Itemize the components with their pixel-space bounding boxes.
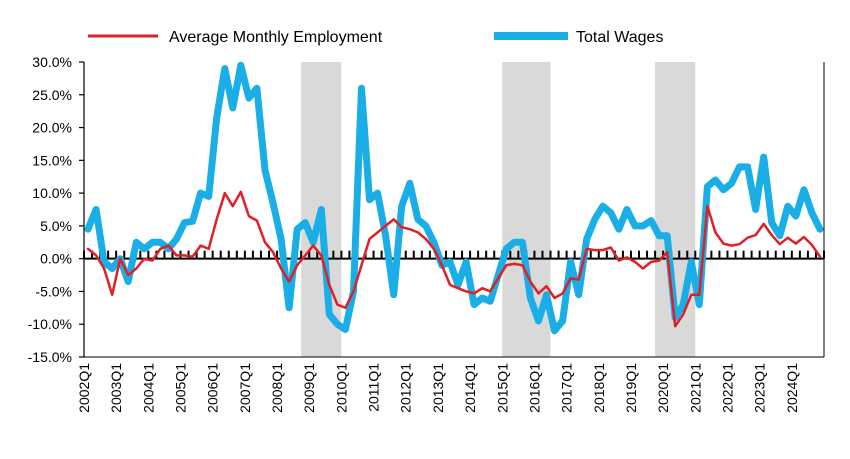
y-tick-label: 0.0% [40, 251, 72, 267]
x-tick-label: 2020Q1 [655, 363, 671, 413]
y-tick-label: 5.0% [40, 218, 72, 234]
x-tick-label: 2010Q1 [333, 363, 349, 413]
x-tick-label: 2009Q1 [301, 363, 317, 413]
series-line-wages [84, 61, 824, 335]
y-axis-ticks: 30.0% 25.0% 20.0% 15.0% 10.0% 5.0% 0.0% -5.0% -1… [28, 54, 84, 365]
recession-shading [301, 62, 696, 357]
x-tick-label: 2023Q1 [752, 363, 768, 413]
x-tick-label: 2024Q1 [784, 363, 800, 413]
x-axis-labels: 2002Q1 2003Q1 2004Q1 2005Q1 2006Q1 2007Q1 2008… [76, 363, 800, 413]
x-tick-label: 2015Q1 [494, 363, 510, 413]
x-tick-label: 2004Q1 [140, 363, 156, 413]
y-tick-label: 20.0% [32, 120, 72, 136]
x-tick-label: 2014Q1 [462, 363, 478, 413]
y-tick-label: 25.0% [32, 87, 72, 103]
x-tick-label: 2021Q1 [687, 363, 703, 413]
x-tick-label: 2018Q1 [591, 363, 607, 413]
legend-item-employment: Average Monthly Employment [88, 29, 383, 46]
x-tick-label: 2008Q1 [269, 363, 285, 413]
y-tick-label: -15.0% [28, 349, 72, 365]
x-tick-label: 2017Q1 [559, 363, 575, 413]
legend-item-wages: Total Wages [494, 29, 663, 46]
x-tick-label: 2022Q1 [719, 363, 735, 413]
x-tick-label: 2016Q1 [526, 363, 542, 413]
x-tick-label: 2012Q1 [398, 363, 414, 413]
y-tick-label: -5.0% [35, 283, 72, 299]
y-tick-label: -10.0% [28, 316, 72, 332]
x-tick-label: 2002Q1 [76, 363, 92, 413]
legend-label-employment: Average Monthly Employment [169, 29, 383, 46]
legend-label-wages: Total Wages [576, 29, 663, 46]
series-line-employment [86, 190, 822, 328]
y-tick-label: 30.0% [32, 54, 72, 70]
y-tick-label: 10.0% [32, 185, 72, 201]
x-tick-label: 2019Q1 [623, 363, 639, 413]
y-tick-label: 15.0% [32, 152, 72, 168]
x-tick-label: 2003Q1 [108, 363, 124, 413]
x-tick-label: 2006Q1 [205, 363, 221, 413]
x-tick-label: 2005Q1 [173, 363, 189, 413]
x-tick-label: 2007Q1 [237, 363, 253, 413]
series-lines [84, 61, 824, 335]
legend: Average Monthly Employment Total Wages [88, 29, 663, 46]
x-tick-label: 2011Q1 [366, 363, 382, 412]
x-tick-label: 2013Q1 [430, 363, 446, 413]
